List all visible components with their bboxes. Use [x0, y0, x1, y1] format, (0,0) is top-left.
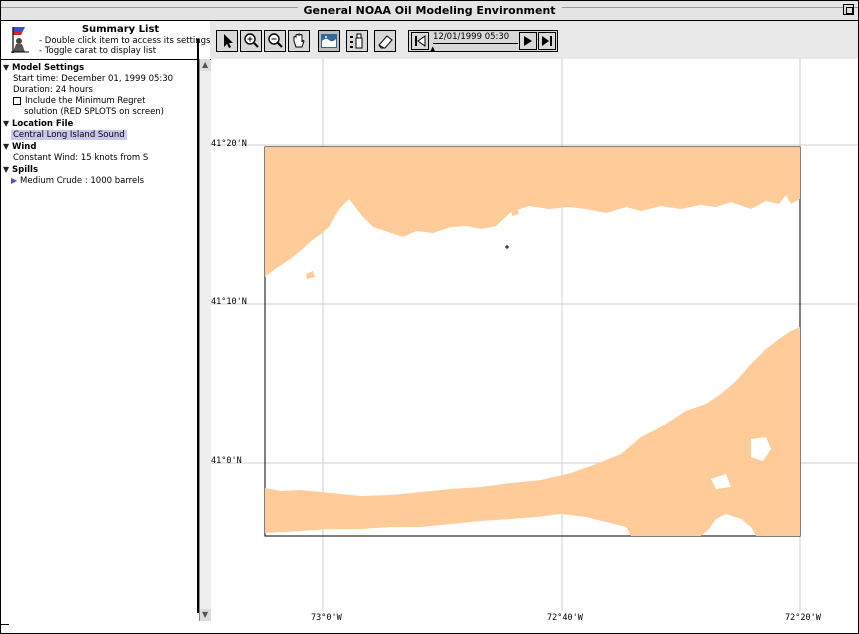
disclosure-down-icon[interactable]: ▼ — [3, 63, 10, 72]
rewind-icon[interactable] — [411, 32, 429, 50]
map-canvas[interactable] — [211, 59, 858, 611]
time-slider-thumb-icon[interactable]: ▲ — [430, 45, 436, 53]
zoom-box-icon[interactable] — [843, 4, 854, 15]
summary-panel: Summary List - Double click item to acce… — [1, 21, 211, 613]
tree-item-location-file[interactable]: ▼ Location File — [3, 119, 74, 129]
duration-item[interactable]: Duration: 24 hours — [13, 85, 93, 95]
step-forward-icon[interactable] — [519, 32, 537, 50]
tree-item-wind[interactable]: ▼ Wind — [3, 142, 37, 152]
disclosure-down-icon[interactable]: ▼ — [3, 142, 10, 151]
tree-item-model-settings[interactable]: ▼ Model Settings — [3, 63, 85, 73]
summary-scrollbar[interactable]: ▲ ▼ — [199, 59, 212, 621]
lon-label-strip: 73°0'W 72°40'W 72°20'W — [211, 611, 858, 633]
tree-item-spills[interactable]: ▼ Spills — [3, 165, 39, 175]
lon-label-73-0: 73°0'W — [311, 613, 342, 623]
summary-title: Summary List — [81, 24, 160, 35]
north-coastline — [265, 147, 800, 277]
spill-item[interactable]: ▶ Medium Crude : 1000 barrels — [11, 176, 145, 186]
summary-hint-1: - Double click item to access its settin… — [39, 36, 211, 46]
zoom-out-icon[interactable] — [264, 30, 286, 52]
zoom-in-icon[interactable] — [240, 30, 262, 52]
start-time-item[interactable]: Start time: December 01, 1999 05:30 — [13, 74, 174, 84]
min-regret-line2: solution (RED SPLOTS on screen) — [24, 107, 164, 117]
disclosure-right-icon[interactable]: ▶ — [11, 176, 18, 185]
toolbar: 12/01/1999 05:30 ▲ — [210, 21, 858, 60]
eraser-icon[interactable] — [374, 30, 396, 52]
min-regret-item[interactable]: Include the Minimum Regret — [13, 95, 145, 107]
disclosure-down-icon[interactable]: ▼ — [3, 119, 10, 128]
lat-label-41-10: 41°10'N — [211, 297, 247, 307]
lon-label-72-20: 72°20'W — [785, 613, 821, 623]
list-tool-icon[interactable] — [346, 30, 368, 52]
summary-hint-2: - Toggle carat to display list — [39, 46, 157, 56]
scroll-down-arrow-icon[interactable]: ▼ — [200, 609, 212, 621]
summary-header: Summary List - Double click item to acce… — [1, 21, 211, 60]
time-slider[interactable] — [433, 43, 518, 44]
arrow-tool-icon[interactable] — [216, 30, 238, 52]
lat-label-41-0: 41°0'N — [211, 456, 242, 466]
panel-divider[interactable] — [197, 39, 199, 613]
spill-location-marker-icon — [505, 245, 509, 249]
disclosure-down-icon[interactable]: ▼ — [3, 165, 10, 174]
title-bar[interactable]: General NOAA Oil Modeling Environment — [1, 1, 858, 21]
hand-tool-icon[interactable] — [288, 30, 310, 52]
location-file-value[interactable]: Central Long Island Sound — [11, 130, 127, 140]
map-tool-icon[interactable] — [318, 30, 340, 52]
map-view[interactable]: 41°20'N 41°10'N 41°0'N — [211, 59, 858, 611]
time-display: 12/01/1999 05:30 — [433, 32, 510, 42]
run-to-end-icon[interactable] — [538, 32, 556, 50]
noaa-bird-icon — [11, 27, 29, 53]
time-control: 12/01/1999 05:30 ▲ — [408, 30, 558, 53]
south-coastline — [265, 327, 800, 536]
min-regret-checkbox[interactable] — [13, 96, 21, 105]
lon-label-72-40: 72°40'W — [547, 613, 583, 623]
scroll-up-arrow-icon[interactable]: ▲ — [200, 59, 212, 71]
resize-grip-icon[interactable] — [1, 624, 9, 633]
lat-label-41-20: 41°20'N — [211, 139, 247, 149]
wind-value[interactable]: Constant Wind: 15 knots from S — [13, 153, 149, 163]
window-title: General NOAA Oil Modeling Environment — [297, 3, 562, 18]
